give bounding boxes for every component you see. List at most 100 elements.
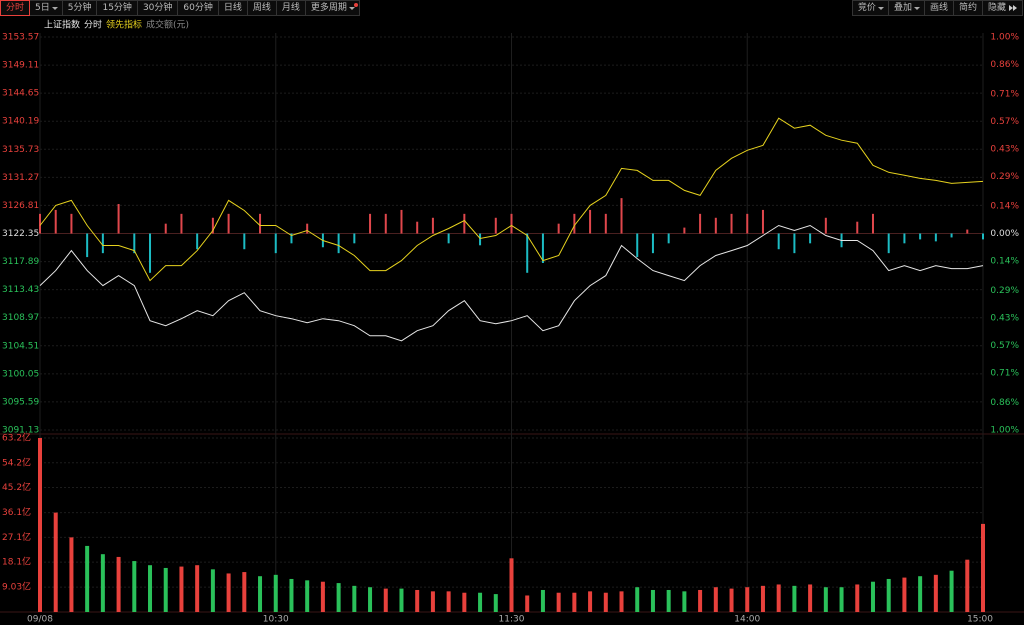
indicator-bar (117, 204, 120, 234)
volume-bar (619, 591, 624, 612)
x-tick-label: 11:30 (499, 615, 525, 625)
volume-bar (918, 576, 923, 612)
volume-bar (430, 591, 435, 612)
toolbar-button[interactable]: 叠加 (887, 0, 925, 16)
toolbar-button[interactable]: 隐藏 (981, 0, 1023, 16)
y-tick-label: 3135.73 (2, 145, 39, 155)
volume-bar (163, 567, 168, 612)
toolbar-button[interactable]: 15分钟 (96, 0, 138, 16)
y2-tick-label: 0.86% (990, 60, 1019, 70)
volume-bar (446, 591, 451, 612)
volume-bar (210, 569, 215, 612)
indicator-bar (777, 233, 780, 250)
toolbar-button[interactable]: 画线 (923, 0, 954, 16)
volume-bar (352, 585, 357, 612)
y-tick-label: 3122.35 (2, 229, 39, 239)
indicator-bar (903, 233, 906, 244)
indicator-bar (290, 233, 293, 244)
volume-bar (493, 594, 498, 612)
volume-bar (399, 588, 404, 612)
y-tick-label: 3108.97 (2, 313, 39, 323)
indicator-bar (70, 213, 73, 234)
y2-tick-label: 0.57% (990, 117, 1019, 127)
y2-tick-label: 0.86% (990, 398, 1019, 408)
y-tick-label: 3091.13 (2, 426, 39, 436)
indicator-bar (259, 213, 262, 234)
indicator-bar (101, 233, 104, 254)
toolbar-button[interactable]: 月线 (275, 0, 306, 16)
toolbar-button[interactable]: 竞价 (851, 0, 889, 16)
indicator-bar (557, 223, 560, 234)
y-tick-label: 3117.89 (2, 257, 39, 267)
volume-bar (729, 588, 734, 612)
volume-bar (320, 581, 325, 612)
price-line (39, 117, 984, 282)
volume-bar (635, 587, 640, 612)
volume-bar (698, 589, 703, 612)
y-tick-label: 3144.65 (2, 89, 39, 99)
y2-tick-label: 0.43% (990, 145, 1019, 155)
toolbar-button[interactable]: 更多周期 (304, 0, 360, 16)
x-tick-label: 14:00 (734, 615, 760, 625)
volume-bar (572, 592, 577, 612)
toolbar-button[interactable]: 分时 (0, 0, 31, 16)
indicator-bar (730, 213, 733, 234)
y2-tick-label: 0.14% (990, 201, 1019, 211)
indicator-bar (934, 233, 937, 242)
volume-bar (415, 589, 420, 612)
toolbar-button[interactable]: 简约 (952, 0, 983, 16)
indicator-bar (683, 227, 686, 234)
y-tick-label: 63.2亿 (2, 432, 31, 444)
volume-bar (478, 592, 483, 612)
toolbar-button[interactable]: 30分钟 (136, 0, 179, 16)
indicator-bar (887, 233, 890, 254)
toolbar-button[interactable]: 60分钟 (177, 0, 219, 16)
volume-bar (745, 587, 750, 612)
volume-bar (273, 574, 278, 612)
volume-bar (85, 545, 90, 612)
volume-bar (886, 578, 891, 612)
y-tick-label: 3095.59 (2, 397, 39, 407)
toolbar-button[interactable]: 周线 (246, 0, 277, 16)
indicator-bar (510, 213, 513, 234)
price-line (39, 224, 984, 342)
volume-bar (509, 558, 514, 612)
indicator-bar (400, 209, 403, 234)
indicator-bar (824, 217, 827, 234)
indicator-bar (636, 233, 639, 258)
y2-tick-label: 0.14% (990, 257, 1019, 267)
index-name: 上证指数 (44, 19, 80, 31)
indicator-bar (950, 233, 953, 238)
volume-bar (132, 561, 137, 612)
volume-bar (556, 592, 561, 612)
indicator-bar (164, 223, 167, 234)
volume-bar (808, 584, 813, 612)
indicator-bar (793, 233, 796, 254)
volume-bar (760, 585, 765, 612)
y-tick-label: 3104.51 (2, 341, 39, 351)
y-tick-label: 45.2亿 (2, 481, 31, 493)
indicator-bar (306, 223, 309, 234)
volume-bar (195, 565, 200, 612)
toolbar-button[interactable]: 5分钟 (61, 0, 98, 16)
toolbar-button[interactable]: 日线 (217, 0, 248, 16)
indicator-bar (149, 233, 152, 273)
volume-bar (305, 580, 310, 612)
volume-bar (525, 595, 530, 612)
indicator-bar (620, 198, 623, 234)
indicator-bar (856, 221, 859, 234)
volume-bar (38, 438, 42, 612)
indicator-bar (274, 233, 277, 254)
y-tick-label: 9.03亿 (2, 581, 31, 593)
indicator-bar (919, 233, 922, 240)
volume-bar (242, 572, 247, 612)
indicator-bar (86, 233, 89, 258)
indicator-bar (966, 229, 969, 234)
indicator-bar (541, 233, 544, 263)
y-tick-label: 18.1亿 (2, 556, 31, 568)
volume-bar (69, 537, 74, 612)
indicator-bar (714, 217, 717, 234)
volume-bar (713, 587, 718, 612)
volume-bar (148, 565, 153, 612)
toolbar-button[interactable]: 5日 (29, 0, 63, 16)
